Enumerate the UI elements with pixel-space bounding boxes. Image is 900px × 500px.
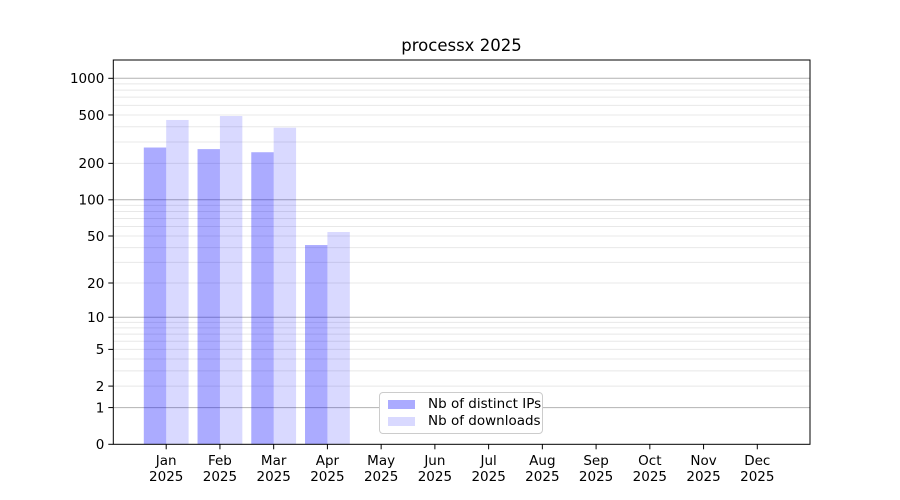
bar-distinct-ips-feb <box>197 149 220 445</box>
legend-item-downloads: Nb of downloads <box>388 414 541 429</box>
x-tick-label-month: Jun <box>423 453 445 469</box>
bar-distinct-ips-jan <box>143 147 167 445</box>
chart-legend: Nb of distinct IPs Nb of downloads <box>379 392 543 434</box>
legend-label-distinct-ips: Nb of distinct IPs <box>428 395 542 412</box>
y-tick-label: 50 <box>87 229 104 245</box>
y-tick-label: 0 <box>96 437 105 453</box>
bar-distinct-ips-apr <box>305 245 328 445</box>
x-tick-label-year: 2025 <box>418 469 452 485</box>
y-tick-label: 1000 <box>70 71 104 87</box>
x-tick-label-year: 2025 <box>256 469 290 485</box>
x-tick-label-year: 2025 <box>203 469 237 485</box>
x-tick-label-month: Feb <box>208 453 232 469</box>
chart-title: processx 2025 <box>401 36 522 55</box>
x-tick-label-year: 2025 <box>364 469 398 485</box>
bar-downloads-feb <box>219 116 243 445</box>
legend-swatch-downloads <box>388 417 415 427</box>
legend-label-downloads: Nb of downloads <box>428 413 541 429</box>
x-tick-label-month: Mar <box>261 453 287 469</box>
legend-item-distinct-ips: Nb of distinct IPs <box>388 397 541 412</box>
x-tick-label-year: 2025 <box>149 469 183 485</box>
y-tick-label: 5 <box>96 342 105 358</box>
x-tick-label-year: 2025 <box>525 469 559 485</box>
x-tick-label-month: Dec <box>744 453 770 469</box>
x-tick-label-month: Jan <box>155 453 177 469</box>
x-tick-label-month: Oct <box>638 453 661 469</box>
bar-distinct-ips-mar <box>251 152 274 445</box>
bar-downloads-mar <box>273 127 297 445</box>
x-tick-label-month: Apr <box>316 453 340 469</box>
y-tick-label: 2 <box>96 379 105 395</box>
plot-border <box>112 59 811 445</box>
x-tick-label-year: 2025 <box>633 469 667 485</box>
x-tick-label-year: 2025 <box>686 469 720 485</box>
y-tick-label: 20 <box>87 276 104 292</box>
x-tick-label-year: 2025 <box>310 469 344 485</box>
y-tick-label: 1 <box>96 400 105 416</box>
x-tick-label-month: Jul <box>479 453 496 469</box>
x-tick-label-month: Nov <box>690 453 716 469</box>
bar-downloads-apr <box>327 232 350 445</box>
y-tick-label: 200 <box>79 156 105 172</box>
y-tick-label: 500 <box>79 108 105 124</box>
x-tick-label-month: Sep <box>583 453 608 469</box>
x-tick-label-year: 2025 <box>579 469 613 485</box>
x-tick-label-year: 2025 <box>471 469 505 485</box>
legend-swatch-distinct-ips <box>388 399 415 409</box>
y-tick-label: 10 <box>87 310 104 326</box>
bar-downloads-jan <box>166 119 189 445</box>
x-tick-label-month: Aug <box>529 453 555 469</box>
y-tick-label: 100 <box>79 193 105 209</box>
x-tick-label-year: 2025 <box>740 469 774 485</box>
x-tick-label-month: May <box>367 453 395 469</box>
